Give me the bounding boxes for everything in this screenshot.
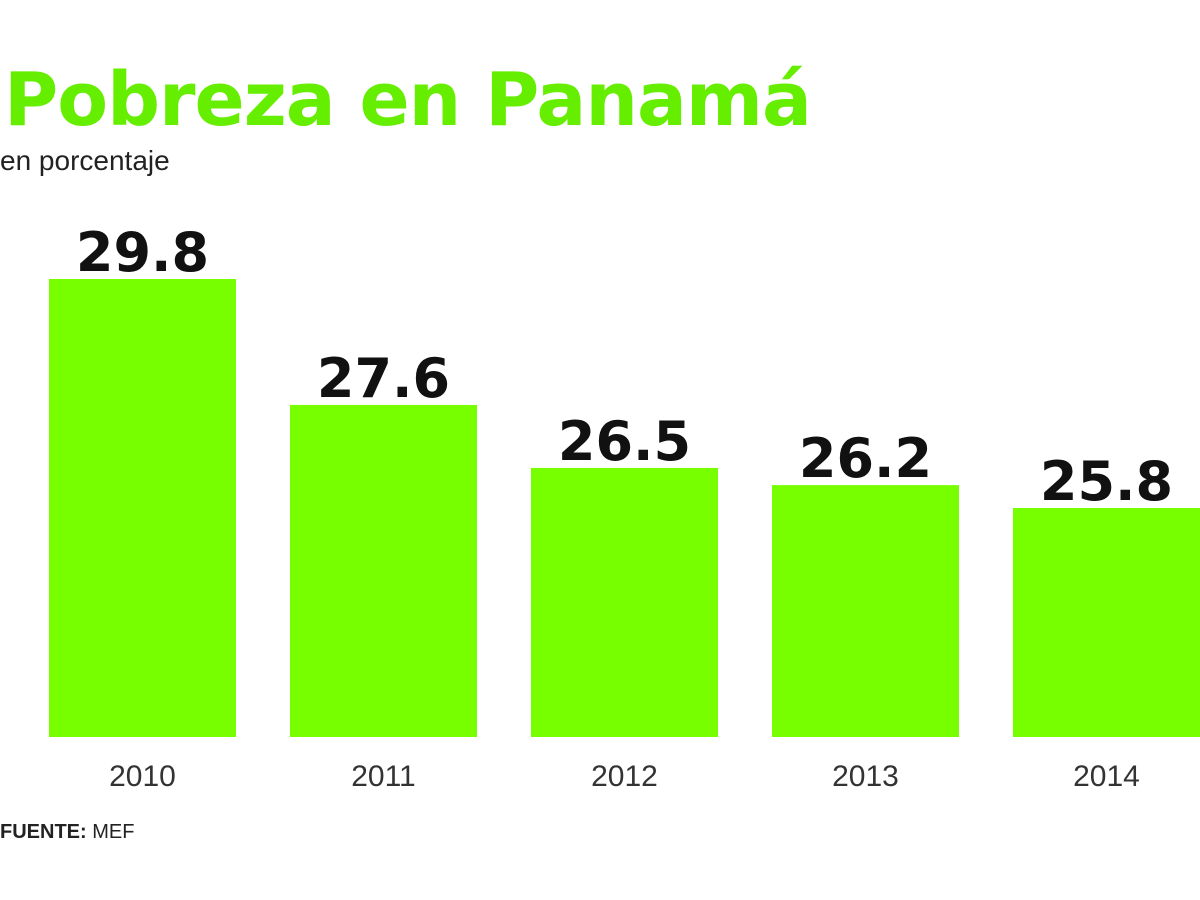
bar-2012	[531, 467, 718, 737]
year-label-2012: 2012	[591, 760, 658, 793]
value-label-2011: 27.6	[317, 347, 450, 410]
value-label-2010: 29.8	[76, 221, 209, 284]
source-note: FUENTE: MEF	[0, 820, 134, 844]
year-label-2010: 2010	[109, 760, 176, 793]
value-label-2012: 26.5	[558, 410, 691, 473]
bar-chart: 29.8 2010 27.6 2011 26.5 2012 26.2 2013 25.8 2014	[49, 221, 1200, 793]
bar-2011	[290, 404, 477, 737]
chart-title: Pobreza en Panamá	[4, 57, 812, 143]
bar-2013	[772, 485, 959, 737]
bar-2014	[1013, 508, 1200, 737]
value-label-2014: 25.8	[1040, 450, 1173, 513]
bar-2010	[49, 279, 236, 737]
source-label: FUENTE:	[0, 821, 87, 843]
source-value: MEF	[92, 821, 135, 843]
year-label-2011: 2011	[351, 760, 416, 793]
chart-subtitle: en porcentaje	[0, 145, 170, 176]
value-label-2013: 26.2	[799, 427, 932, 490]
year-label-2014: 2014	[1073, 760, 1140, 793]
year-label-2013: 2013	[832, 760, 899, 793]
